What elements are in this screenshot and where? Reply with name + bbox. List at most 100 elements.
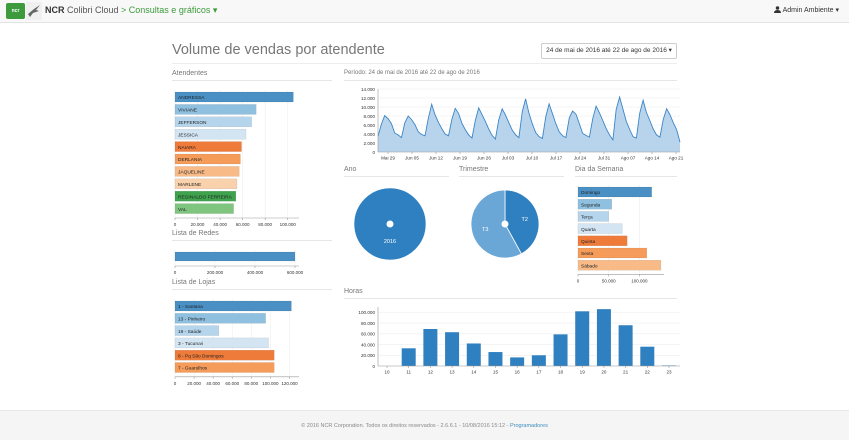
pie-slice [504,189,540,255]
series-line [377,95,681,143]
x-tick-label: 17 [536,370,542,375]
x-tick-label: 22 [645,370,651,375]
x-tick-label: 60.000 [225,381,239,386]
user-name: Admin Ambiente ▾ [782,7,839,14]
x-tick-label: 0 [174,381,177,386]
section-divider [575,176,677,177]
x-tick-label: 15 [493,370,499,375]
bar [174,190,237,202]
bar [466,343,481,366]
x-tick-label: Mai 29 [381,156,395,161]
pie-label: 2016 [384,239,396,245]
y-tick-label: 12.000 [361,96,375,101]
atendentes-chart: 0 20.000 40.000 60.000 80.000 100.000 ANDRESSA… [174,90,299,227]
bar [174,251,296,262]
section-divider [172,240,332,241]
x-tick-label: 80.000 [244,381,258,386]
bar-label: Domingo [581,190,601,196]
section-dia-semana-title: Dia da Semana [575,166,624,173]
bar-label: JEFFERSON [178,120,207,126]
bar [174,166,240,177]
x-tick-label: Jun 19 [453,156,467,161]
y-tick-label: 14.000 [361,87,375,92]
bar [577,223,623,234]
bar [640,346,655,366]
bar-label: VAL [178,207,187,213]
section-divider [172,80,332,81]
bar [596,309,611,366]
footer-text: © 2016 NCR Corporation. Todos os direito… [0,423,849,429]
section-atendentes-title: Atendentes [172,70,208,77]
x-tick-label: 100.000 [280,222,297,227]
bar-label: Sábado [581,263,598,269]
pie-center-dot [501,220,509,228]
x-tick-label: 60.000 [236,222,250,227]
bar [174,91,294,103]
bar [174,129,247,140]
consultas-menu-link[interactable]: > Consultas e gráficos ▾ [121,5,218,15]
x-tick-label: 19 [580,370,586,375]
y-tick-label: 0 [372,150,375,155]
bar [174,350,275,361]
x-tick-label: 13 [450,370,456,375]
footer-copyright: © 2016 NCR Corporation. Todos os direito… [301,423,510,429]
user-menu[interactable]: Admin Ambiente ▾ [774,6,839,14]
x-tick-label: 20.000 [187,381,201,386]
bar [174,313,266,324]
x-tick-label: Jul 10 [526,156,539,161]
bar [577,211,609,222]
bar [174,141,242,152]
bar [174,300,292,312]
brand-name: Colibri Cloud [64,5,122,15]
pie-label: T3 [482,227,488,233]
section-divider [172,289,332,290]
horas-bar-chart: 0 20.000 40.000 60.000 80.000 100.000 10 11 12 13… [358,307,680,375]
x-tick-label: 0 [174,222,177,227]
bar-label: NAIARA [178,145,197,151]
x-tick-label: 400.000 [247,270,264,275]
ncr-logo[interactable]: ncr [6,3,25,19]
bar [174,337,269,349]
x-tick-label: Jul 31 [598,156,611,161]
footer: © 2016 NCR Corporation. Todos os direito… [0,410,849,440]
section-horas-title: Horas [344,288,363,295]
bar-label: Quarta [581,227,596,233]
ano-pie-chart: 2016 [353,187,427,261]
trimestre-pie-chart: T2 T3 [470,189,540,259]
x-tick-label: 0 [174,270,177,275]
bar [577,247,648,259]
date-range-button[interactable]: 24 de mai de 2016 até 22 de ago de 2016 … [541,43,677,59]
section-divider [344,176,449,177]
section-lojas-title: Lista de Lojas [172,279,216,286]
section-divider [459,176,564,177]
x-tick-label: Ago 21 [669,156,684,161]
y-tick-label: 2.000 [364,141,376,146]
x-tick-label: 40.000 [206,381,220,386]
x-tick-label: 600.000 [287,270,304,275]
x-tick-label: 14 [471,370,477,375]
x-tick-label: 10 [384,370,390,375]
section-trimestre-title: Trimestre [459,166,489,173]
programadores-link[interactable]: Programadores [509,423,548,429]
bar-label: 1 - Santana [178,304,203,310]
x-tick-label: 200.000 [207,270,224,275]
y-tick-label: 60.000 [361,332,375,337]
bar-label: DERLANIA [178,157,203,163]
bar-label: ANDRESSA [178,95,205,101]
bar [510,357,525,366]
bar-label: REGINALDO FERREIRA [178,194,233,200]
brand-title[interactable]: NCR Colibri Cloud > Consultas e gráficos… [45,5,217,16]
page-title: Volume de vendas por atendente [172,42,385,58]
bar-label: Terça [581,215,593,221]
bar-label: MARLENE [178,182,201,188]
bar-label: 19 - Saúde [178,329,202,335]
bar-label: Segunda [581,202,601,208]
x-tick-label: 16 [515,370,521,375]
bar [577,235,628,246]
x-tick-label: 0 [577,278,580,283]
y-tick-label: 8.000 [364,114,376,119]
header-divider [172,63,677,64]
bar [174,178,238,190]
x-tick-label: Jun 05 [405,156,419,161]
x-tick-label: 18 [558,370,564,375]
